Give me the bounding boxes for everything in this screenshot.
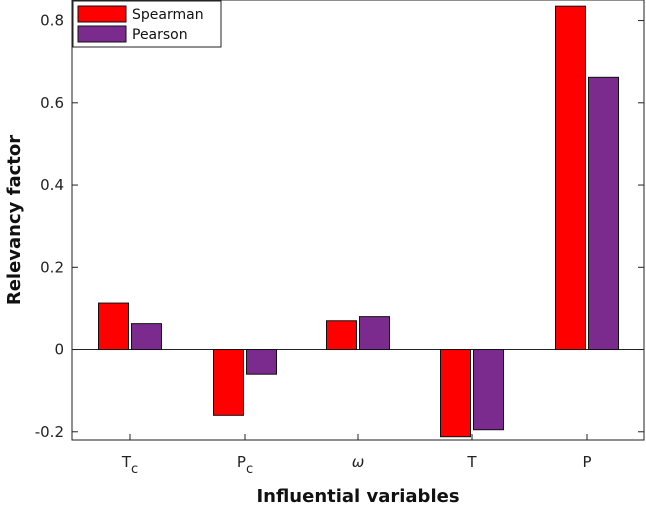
x-axis-label: Influential variables [256, 486, 459, 507]
y-tick-label: -0.2 [35, 423, 64, 441]
bar-pearson-2 [359, 316, 390, 351]
y-tick-label: 0.8 [40, 12, 64, 30]
x-tick-label: Tc [121, 453, 138, 477]
bar-spearman-3 [440, 349, 471, 438]
bar-spearman-1 [213, 349, 244, 416]
bar-pearson-4 [588, 76, 619, 351]
y-axis-label: Relevancy factor [4, 135, 25, 305]
x-tick-label: Pc [237, 453, 253, 477]
bar-spearman-0 [98, 302, 129, 351]
legend-label-spearman: Spearman [132, 7, 204, 23]
bar-pearson-0 [131, 323, 162, 351]
x-tick-label: ω [352, 453, 365, 471]
y-tick-label: 0 [54, 341, 64, 359]
x-tick-label: T [466, 453, 477, 471]
bar-spearman-4 [555, 5, 586, 351]
bars-group [98, 5, 619, 438]
bar-spearman-2 [326, 320, 357, 351]
legend-swatch-pearson [77, 25, 127, 43]
legend-label-pearson: Pearson [132, 27, 188, 43]
x-tick-label: P [582, 453, 591, 471]
bar-pearson-3 [473, 349, 504, 431]
y-tick-label: 0.4 [40, 176, 64, 194]
bar-pearson-1 [246, 349, 277, 375]
y-axis-ticks: -0.2 0 0.2 0.4 0.6 0.8 [35, 12, 644, 441]
legend: Spearman Pearson [72, 0, 222, 48]
legend-swatch-spearman [77, 5, 127, 23]
y-tick-label: 0.6 [40, 94, 64, 112]
y-tick-label: 0.2 [40, 258, 64, 276]
